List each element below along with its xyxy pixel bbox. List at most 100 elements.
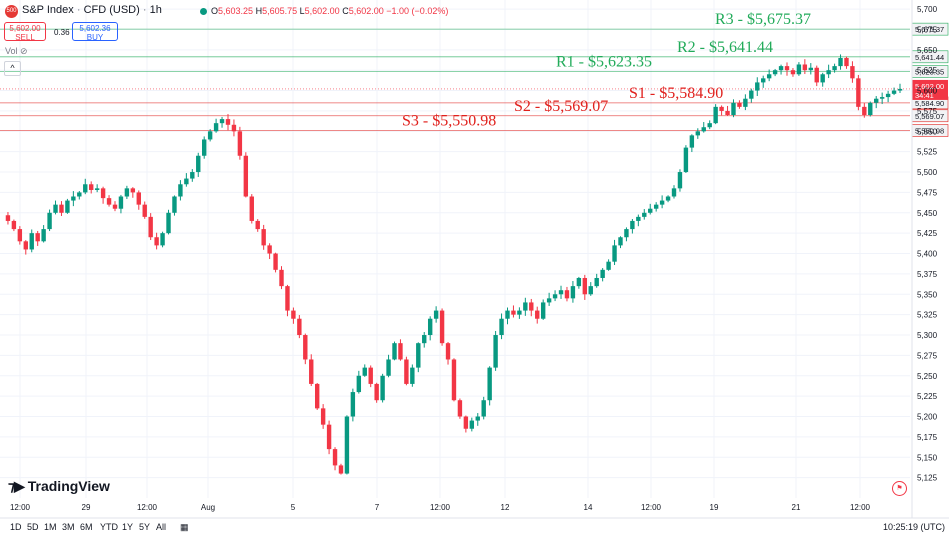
candle-body bbox=[879, 97, 885, 99]
candle-body bbox=[570, 286, 576, 299]
candle-body bbox=[416, 343, 421, 368]
y-tick-label: 5,425 bbox=[917, 229, 938, 238]
candle-body bbox=[314, 383, 320, 409]
candle-body bbox=[362, 367, 367, 376]
range-1y[interactable]: 1Y bbox=[122, 522, 134, 532]
range-5y[interactable]: 5Y bbox=[139, 522, 151, 532]
symbol-title[interactable]: S&P Index · CFD (USD) · 1h bbox=[22, 4, 162, 16]
candle-body bbox=[344, 416, 350, 474]
candle-body bbox=[136, 192, 141, 205]
y-tick-label: 5,450 bbox=[917, 209, 938, 218]
candle-body bbox=[59, 204, 64, 213]
range-1d[interactable]: 1D bbox=[10, 522, 22, 532]
candle-body bbox=[558, 290, 564, 295]
candle-body bbox=[219, 119, 225, 124]
y-tick-label: 5,700 bbox=[917, 5, 938, 14]
candle-body bbox=[445, 343, 451, 360]
eye-off-icon[interactable]: ⊘ bbox=[20, 46, 28, 56]
candle-body bbox=[166, 212, 171, 234]
candle-body bbox=[451, 359, 457, 401]
candle-body bbox=[731, 102, 736, 116]
range-3m[interactable]: 3M bbox=[62, 522, 75, 532]
level-axis-label-r3: 5,675.37 bbox=[915, 25, 944, 34]
candle-body bbox=[493, 335, 498, 368]
candle-body bbox=[612, 245, 617, 262]
y-tick-label: 5,650 bbox=[917, 46, 938, 55]
time-axis: 12:00 29 12:00 Aug 5 7 12:00 12 14 12:00 19 21 12:00 bbox=[10, 503, 871, 512]
candle-body bbox=[392, 343, 397, 360]
candle-body bbox=[53, 204, 58, 213]
y-tick-label: 5,375 bbox=[917, 270, 938, 279]
candle-body bbox=[862, 106, 867, 116]
candle-body bbox=[897, 88, 903, 91]
candle-body bbox=[398, 343, 403, 360]
y-tick-label: 5,350 bbox=[917, 290, 938, 299]
x-tick-label: 5 bbox=[291, 503, 296, 512]
candle-body bbox=[618, 237, 623, 246]
y-tick-label: 5,550 bbox=[917, 127, 938, 136]
sell-button[interactable]: 5,602.00 SELL bbox=[4, 22, 46, 42]
range-6m[interactable]: 6M bbox=[80, 522, 93, 532]
sell-label: SELL bbox=[15, 33, 35, 42]
candle-body bbox=[303, 335, 308, 360]
candle-body bbox=[41, 229, 46, 242]
candle-body bbox=[844, 57, 849, 67]
candle-body bbox=[350, 392, 356, 417]
candle-body bbox=[279, 269, 284, 287]
candle-body bbox=[184, 178, 189, 185]
level-axis-label-r1: 5,623.35 bbox=[915, 68, 944, 77]
market-status-icon bbox=[200, 8, 207, 15]
y-tick-label: 5,200 bbox=[917, 413, 938, 422]
price-axis: 5,125 5,150 5,175 5,200 5,225 5,250 5,275 5,300… bbox=[0, 0, 949, 519]
range-ytd[interactable]: YTD bbox=[100, 522, 118, 532]
candle-body bbox=[356, 375, 362, 393]
candle-body bbox=[552, 294, 558, 299]
collapse-legend-button[interactable]: ^ bbox=[4, 61, 21, 76]
candle-body bbox=[707, 123, 712, 128]
y-tick-label: 5,475 bbox=[917, 188, 938, 197]
candle-body bbox=[719, 106, 724, 111]
candles bbox=[5, 54, 903, 475]
candle-body bbox=[499, 318, 504, 336]
candle-body bbox=[832, 66, 837, 71]
candle-body bbox=[850, 66, 855, 79]
candle-body bbox=[856, 78, 861, 107]
candle-body bbox=[689, 135, 695, 148]
y-tick-label: 5,175 bbox=[917, 433, 938, 442]
candle-body bbox=[231, 124, 237, 132]
level-label-s2: S2 - $5,569.07 bbox=[514, 98, 608, 115]
candle-body bbox=[576, 277, 582, 287]
y-tick-label: 5,525 bbox=[917, 148, 938, 157]
candle-body bbox=[790, 70, 796, 75]
utc-clock[interactable]: 10:25:19 (UTC) bbox=[882, 522, 945, 532]
candle-body bbox=[737, 102, 742, 107]
candle-body bbox=[255, 220, 260, 230]
x-tick-label: 7 bbox=[375, 503, 380, 512]
symbol-name: S&P Index bbox=[22, 4, 74, 16]
calendar-range-icon[interactable]: ▦ bbox=[180, 522, 189, 532]
instrument-type: CFD (USD) bbox=[83, 4, 140, 16]
x-tick-label: Aug bbox=[201, 503, 215, 512]
range-1m[interactable]: 1M bbox=[44, 522, 57, 532]
level-axis-label-s2: 5,569.07 bbox=[915, 112, 944, 121]
candle-body bbox=[237, 131, 243, 156]
candle-body bbox=[29, 233, 34, 250]
candle-body bbox=[207, 131, 213, 140]
tradingview-logo[interactable]: ⁊▶ TradingView bbox=[8, 478, 110, 494]
candle-body bbox=[94, 188, 100, 190]
volume-legend[interactable]: Vol ⊘ bbox=[5, 46, 28, 56]
y-tick-label: 5,325 bbox=[917, 311, 938, 320]
buy-button[interactable]: 5,602.36 BUY bbox=[72, 22, 118, 42]
candle-body bbox=[713, 106, 718, 124]
candle-body bbox=[17, 229, 23, 242]
spread-value: 0.36 bbox=[54, 28, 70, 37]
range-all[interactable]: All bbox=[156, 522, 167, 532]
candle-body bbox=[249, 196, 254, 221]
symbol-icon: 500 bbox=[5, 5, 18, 18]
range-5d[interactable]: 5D bbox=[27, 522, 39, 532]
candle-body bbox=[291, 310, 296, 319]
candle-body bbox=[659, 200, 665, 205]
economic-event-icon[interactable]: ⚑ bbox=[892, 481, 907, 496]
candle-body bbox=[761, 78, 766, 83]
